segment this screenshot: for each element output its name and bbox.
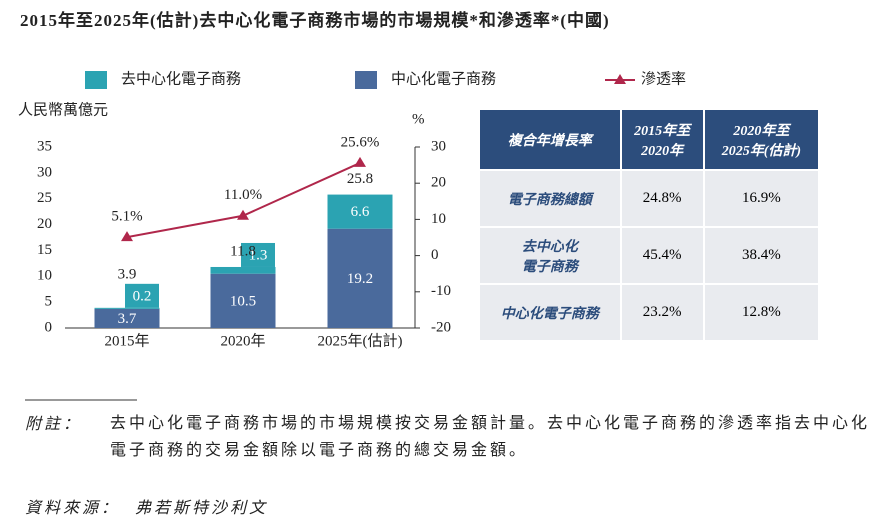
y-tick-label: 25 xyxy=(37,190,52,206)
cell: 24.8% xyxy=(619,169,704,227)
bar-segment xyxy=(210,266,276,274)
legend-swatch xyxy=(355,71,377,89)
row-label: 去中心化 電子商務 xyxy=(478,226,621,284)
chart-title: 2015年至2025年(估計)去中心化電子商務市場的市場規模*和滲透率*(中國) xyxy=(20,10,610,30)
y-tick-label: 15 xyxy=(37,242,52,258)
table-header: 2020年至 2025年(估計) xyxy=(702,110,818,170)
bar-segment xyxy=(210,273,276,328)
line-label: 5.1% xyxy=(111,209,142,225)
y2-tick-label: 0 xyxy=(431,247,439,263)
y2-axis-title: % xyxy=(412,111,425,127)
cell: 12.8% xyxy=(702,283,818,340)
y-tick-label: 0 xyxy=(45,319,53,335)
y2-tick-label: 20 xyxy=(431,175,446,191)
y-tick-label: 20 xyxy=(37,216,52,232)
cell: 23.2% xyxy=(619,283,704,340)
marker xyxy=(354,156,366,167)
bar-segment xyxy=(327,228,393,328)
x-tick-label: 2020年 xyxy=(220,332,265,349)
notes-label: 附註： xyxy=(25,416,83,433)
y2-tick-label: -20 xyxy=(431,319,451,335)
label-box xyxy=(125,283,159,308)
segment-label: 19.2 xyxy=(347,271,373,287)
line-label: 11.0% xyxy=(224,187,262,203)
y-tick-label: 10 xyxy=(37,268,52,284)
y-tick-label: 30 xyxy=(37,164,52,180)
x-tick-label: 2015年 xyxy=(104,332,149,349)
table-header: 2015年至 2020年 xyxy=(619,110,704,170)
cell: 45.4% xyxy=(619,226,704,284)
line-label: 25.6% xyxy=(341,134,380,150)
total-label: 3.9 xyxy=(118,266,137,282)
label-box xyxy=(241,242,275,267)
bar-segment xyxy=(94,308,160,328)
row-label: 中心化電子商務 xyxy=(478,283,621,340)
notes-text: 去中心化電子商務市場的市場規模按交易金額計量。去中心化電子商務的滲透率指去中心化… xyxy=(110,415,871,459)
cagr-table: 複合年增長率 2015年至 2020年 2020年至 2025年(估計) 電子商務總… xyxy=(478,110,818,340)
total-label: 11.8 xyxy=(230,243,256,259)
legend-label: 滲透率 xyxy=(641,70,686,87)
y2-tick-label: 30 xyxy=(431,138,446,154)
y-axis-title: 人民幣萬億元 xyxy=(18,101,108,118)
source-label: 資料來源： xyxy=(25,500,121,517)
y2-tick-label: -10 xyxy=(431,283,451,299)
marker xyxy=(121,231,133,242)
total-label: 25.8 xyxy=(347,171,373,187)
y2-tick-label: 10 xyxy=(431,211,446,227)
table-header: 複合年增長率 xyxy=(478,110,621,170)
y-tick-label: 5 xyxy=(45,294,53,310)
legend-label: 去中心化電子商務 xyxy=(121,70,241,87)
marker xyxy=(237,209,249,220)
segment-label: 6.6 xyxy=(351,204,370,220)
row-label: 電子商務總額 xyxy=(478,169,621,227)
bar-segment xyxy=(327,194,393,229)
bar-segment xyxy=(94,307,160,309)
legend-swatch xyxy=(85,71,107,89)
segment-label: 3.7 xyxy=(118,311,137,327)
cell: 16.9% xyxy=(702,169,818,227)
legend-label: 中心化電子商務 xyxy=(391,70,496,87)
x-tick-label: 2025年(估計) xyxy=(318,332,403,349)
segment-label: 0.2 xyxy=(133,288,152,304)
y-tick-label: 35 xyxy=(37,138,52,154)
segment-label: 10.5 xyxy=(230,293,256,309)
legend-marker xyxy=(614,74,626,84)
source-text: 弗若斯特沙利文 xyxy=(135,500,269,517)
segment-label: 1.3 xyxy=(249,247,268,263)
cell: 38.4% xyxy=(702,226,818,284)
